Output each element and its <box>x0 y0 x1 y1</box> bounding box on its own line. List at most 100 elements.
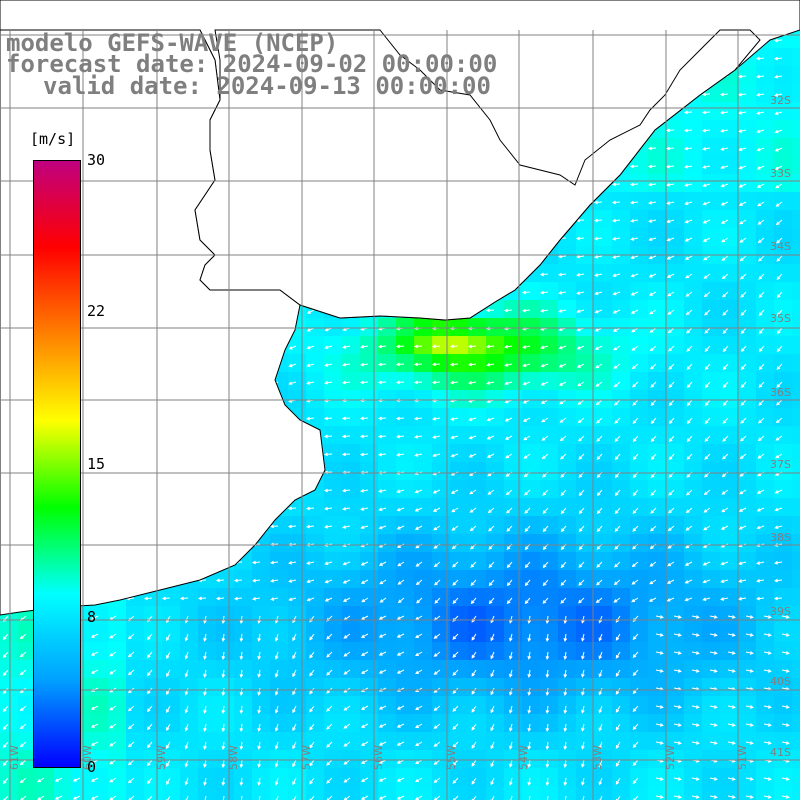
wind-arrow <box>54 777 63 782</box>
speed-cell <box>612 300 630 318</box>
speed-cell <box>540 408 558 426</box>
speed-cell <box>342 606 360 624</box>
wind-arrow <box>414 434 423 439</box>
wind-arrow <box>360 723 369 728</box>
wind-arrow <box>739 489 747 495</box>
wind-arrow <box>508 777 513 786</box>
wind-arrow <box>727 723 736 727</box>
speed-cell <box>486 336 504 354</box>
wind-arrow <box>490 777 495 786</box>
wind-arrow <box>704 435 711 442</box>
speed-cell <box>648 768 666 786</box>
speed-cell <box>414 696 432 714</box>
wind-arrow <box>239 651 244 660</box>
wind-arrow <box>252 596 261 601</box>
speed-cell <box>576 228 594 246</box>
speed-cell <box>666 318 684 336</box>
wind-arrow <box>306 597 315 602</box>
speed-cell <box>720 588 738 606</box>
speed-cell <box>270 552 288 570</box>
speed-cell <box>756 588 774 606</box>
wind-arrow <box>685 291 693 297</box>
speed-cell <box>756 480 774 498</box>
speed-cell <box>792 462 800 480</box>
wind-arrow <box>721 489 729 495</box>
wind-arrow <box>745 705 754 709</box>
speed-cell <box>342 354 360 372</box>
wind-arrow <box>632 669 639 677</box>
speed-cell <box>630 678 648 696</box>
wind-arrow <box>704 363 711 371</box>
speed-cell <box>360 516 378 534</box>
wind-arrow <box>745 741 754 745</box>
wind-arrow <box>471 687 477 695</box>
wind-arrow <box>581 723 585 732</box>
wind-arrow <box>630 200 639 205</box>
wind-arrow <box>691 795 700 799</box>
wind-arrow <box>415 561 423 567</box>
wind-arrow <box>668 507 675 514</box>
speed-cell <box>612 588 630 606</box>
wind-arrow <box>396 507 405 512</box>
speed-cell <box>306 336 324 354</box>
wind-arrow <box>288 345 297 350</box>
wind-arrow <box>166 723 171 732</box>
wind-arrow <box>2 705 9 713</box>
wind-arrow <box>452 561 459 568</box>
speed-cell <box>648 714 666 732</box>
wind-arrow <box>146 723 153 731</box>
wind-arrow <box>90 705 99 710</box>
wind-arrow <box>720 219 729 224</box>
wind-arrow <box>596 435 603 442</box>
speed-cell <box>540 696 558 714</box>
speed-cell <box>684 606 702 624</box>
speed-cell <box>702 606 720 624</box>
speed-cell <box>540 570 558 588</box>
speed-cell <box>486 768 504 786</box>
wind-arrow <box>558 272 567 277</box>
speed-cell <box>774 66 792 84</box>
speed-cell <box>540 786 558 800</box>
speed-cell <box>0 696 18 714</box>
wind-arrow <box>727 741 736 745</box>
speed-cell <box>0 714 18 732</box>
speed-cell <box>324 372 342 390</box>
wind-arrow <box>613 363 621 369</box>
wind-arrow <box>558 363 567 368</box>
model-title: modelo GEFS-WAVE (NCEP) <box>6 29 339 57</box>
wind-arrow <box>612 255 621 259</box>
wind-arrow <box>632 507 639 514</box>
speed-cell <box>576 462 594 480</box>
speed-cell <box>270 570 288 588</box>
wind-arrow <box>758 399 765 406</box>
speed-cell <box>684 300 702 318</box>
speed-cell <box>108 732 126 750</box>
speed-cell <box>540 390 558 408</box>
wind-arrow <box>756 596 765 601</box>
wind-arrow <box>763 633 772 637</box>
speed-cell <box>558 624 576 642</box>
speed-cell <box>558 498 576 516</box>
speed-cell <box>630 732 648 750</box>
wind-arrow <box>649 579 657 585</box>
speed-cell <box>504 390 522 408</box>
wind-arrow <box>781 723 790 727</box>
wind-arrow <box>559 417 567 423</box>
speed-cell <box>522 444 540 462</box>
wind-arrow <box>757 237 765 244</box>
speed-cell <box>774 624 792 642</box>
speed-cell <box>522 786 540 800</box>
speed-cell <box>468 714 486 732</box>
wind-arrow <box>775 201 783 207</box>
wind-arrow <box>524 489 531 496</box>
wind-arrow <box>306 416 315 421</box>
wind-arrow <box>756 165 765 170</box>
wind-arrow <box>184 723 189 732</box>
speed-cell <box>306 534 324 552</box>
speed-cell <box>594 264 612 282</box>
speed-cell <box>378 786 396 800</box>
speed-cell <box>270 786 288 800</box>
speed-cell <box>396 750 414 768</box>
wind-arrow <box>686 417 693 425</box>
speed-cell <box>360 606 378 624</box>
